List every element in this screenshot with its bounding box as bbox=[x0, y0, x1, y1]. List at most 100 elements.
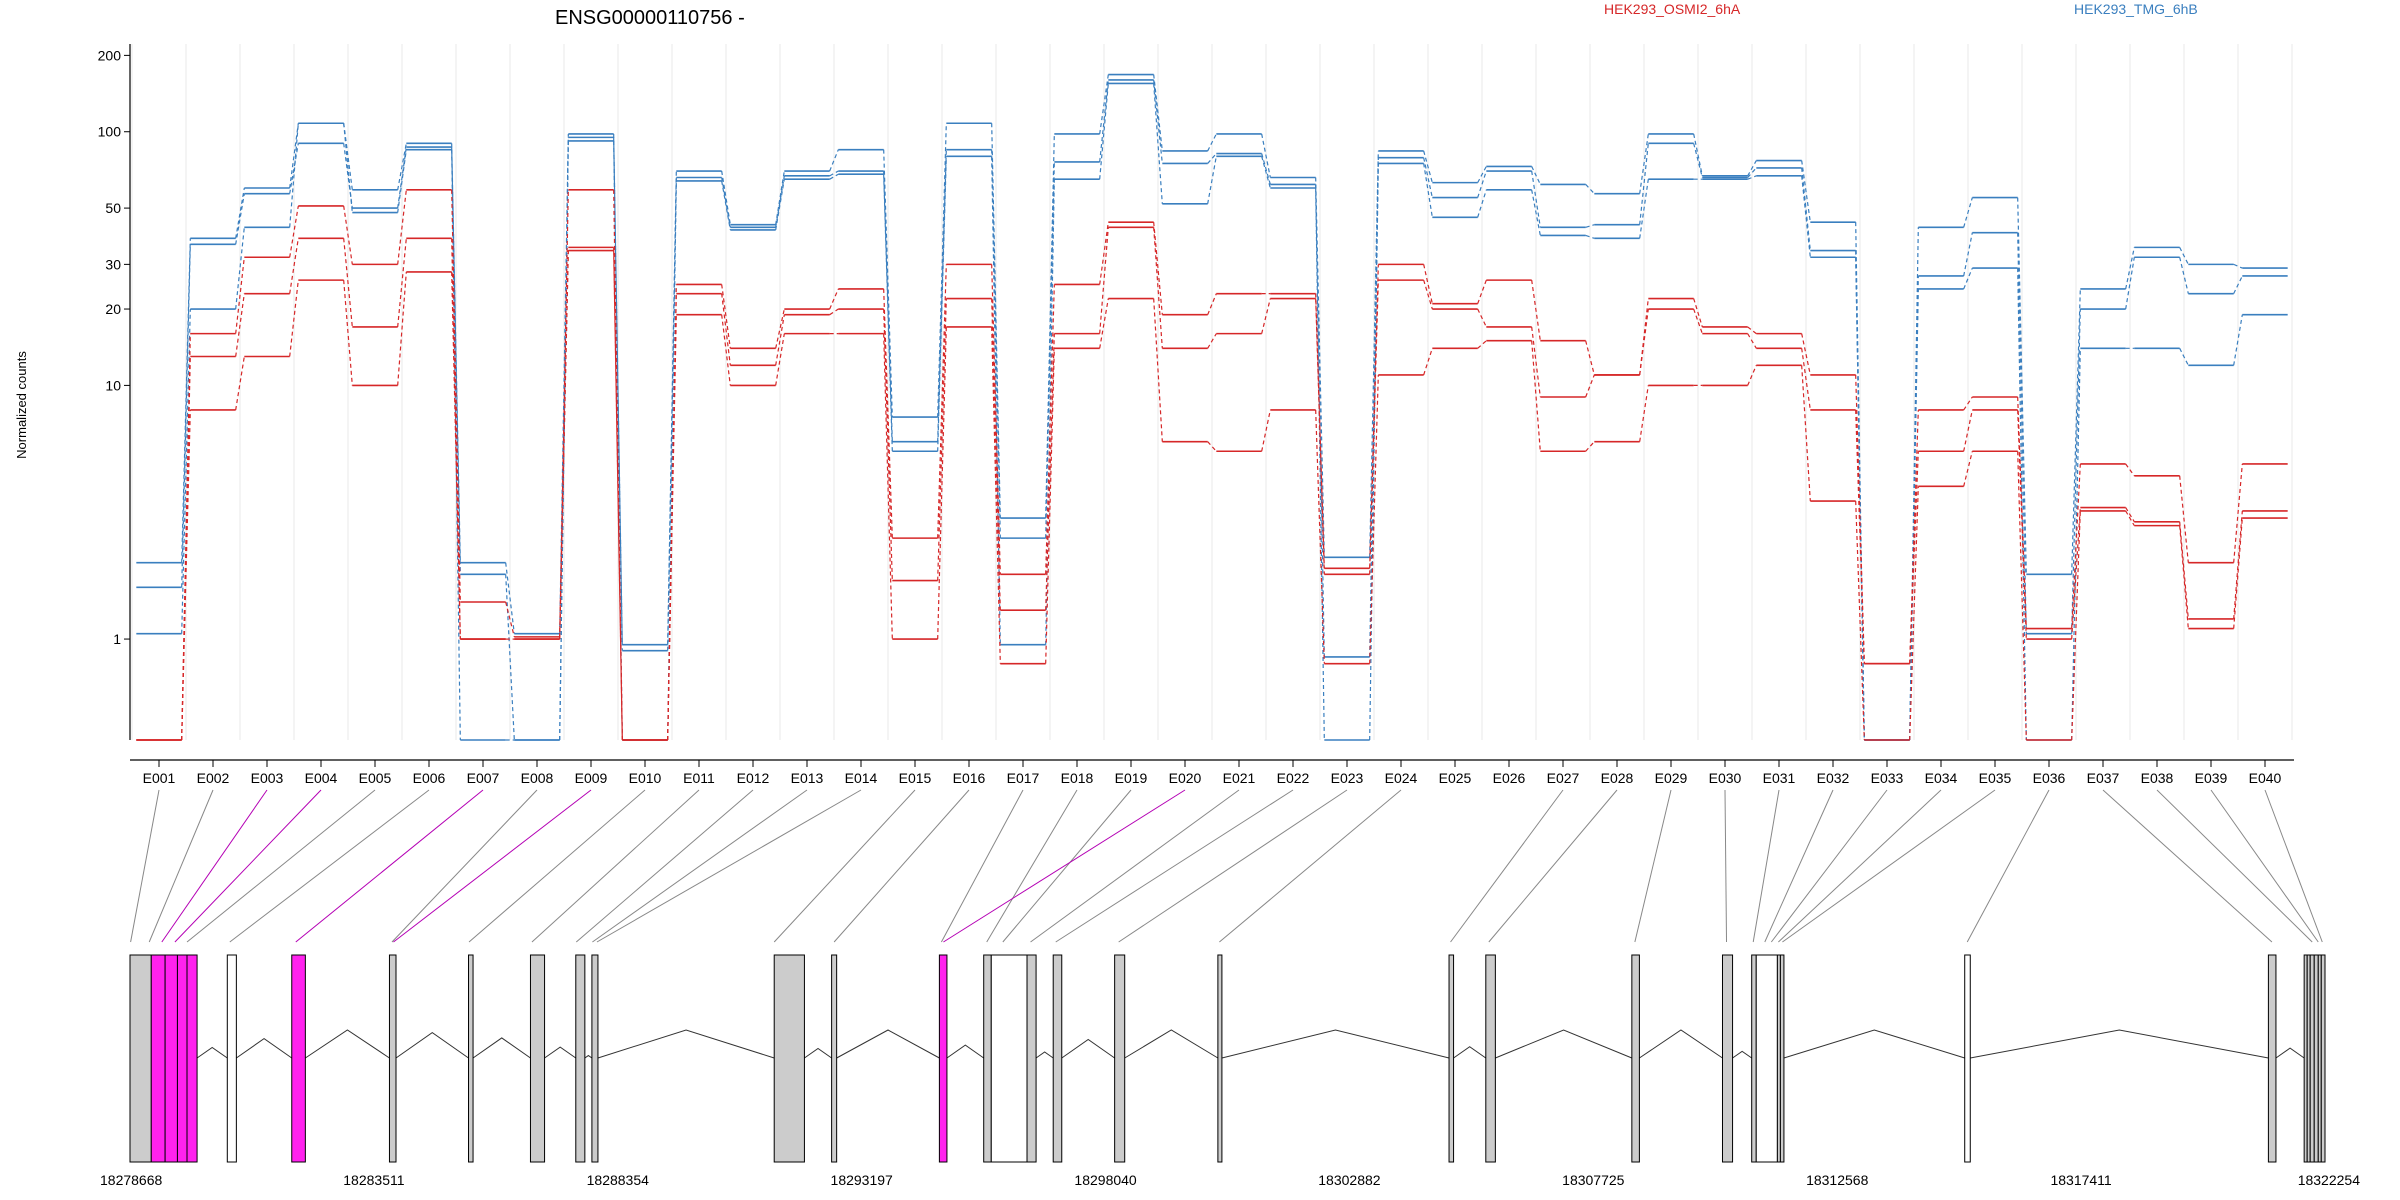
series-step bbox=[451, 189, 461, 603]
exon-connector bbox=[1770, 789, 1888, 943]
series-step bbox=[775, 175, 785, 228]
intron bbox=[804, 1047, 832, 1059]
exon-box bbox=[529, 954, 546, 1163]
x-tick-label: E039 bbox=[2195, 770, 2228, 786]
series-step bbox=[1423, 348, 1433, 376]
axes: 1 10 20 30 50 100 200 E001 E002 E003 E004 E005 E006 E… bbox=[98, 44, 2294, 786]
series-step bbox=[1207, 441, 1217, 452]
x-tick-label: E020 bbox=[1169, 770, 1202, 786]
series-step bbox=[1153, 298, 1163, 442]
series-step bbox=[1315, 293, 1325, 569]
intron bbox=[1639, 1029, 1723, 1059]
exon-connector bbox=[1055, 789, 1294, 943]
x-tick-label: E015 bbox=[899, 770, 932, 786]
genome-coordinate: 18298040 bbox=[1074, 1172, 1137, 1188]
exon-connector bbox=[596, 789, 862, 943]
y-tick-label: 10 bbox=[105, 377, 121, 393]
series-step bbox=[2125, 247, 2135, 290]
series-step bbox=[1369, 280, 1379, 575]
intron bbox=[1453, 1046, 1487, 1059]
series-step bbox=[721, 293, 731, 366]
series-step bbox=[991, 264, 1001, 575]
series-step bbox=[343, 143, 353, 209]
x-tick-label: E009 bbox=[575, 770, 608, 786]
series-step bbox=[1315, 298, 1325, 575]
x-tick-label: E038 bbox=[2141, 770, 2174, 786]
y-tick-label: 200 bbox=[98, 47, 122, 63]
exon-box bbox=[575, 954, 586, 1163]
exon-box bbox=[1114, 954, 1126, 1163]
x-tick-label: E026 bbox=[1493, 770, 1526, 786]
x-tick-label: E029 bbox=[1655, 770, 1688, 786]
x-tick-label: E023 bbox=[1331, 770, 1364, 786]
x-tick-label: E037 bbox=[2087, 770, 2120, 786]
series-step bbox=[343, 205, 353, 265]
series-step bbox=[829, 149, 839, 172]
genome-coordinate: 18278668 bbox=[100, 1172, 163, 1188]
exon-box bbox=[164, 954, 178, 1163]
series-step bbox=[1909, 451, 1919, 664]
series-step bbox=[2233, 263, 2243, 269]
series-step bbox=[721, 180, 731, 231]
series-step bbox=[2179, 525, 2189, 629]
exon-connector bbox=[986, 789, 1078, 943]
intron bbox=[2275, 1047, 2305, 1059]
series-step bbox=[1909, 486, 1919, 741]
series-step bbox=[1639, 179, 1649, 239]
intron bbox=[1221, 1029, 1450, 1059]
exon-box bbox=[2309, 954, 2315, 1163]
series-step bbox=[1261, 298, 1271, 334]
intron bbox=[196, 1046, 228, 1059]
series-step bbox=[613, 247, 623, 741]
exon-connector bbox=[531, 789, 700, 943]
exon-box bbox=[1631, 954, 1640, 1163]
series-step bbox=[2179, 521, 2189, 620]
genome-coordinate: 18302882 bbox=[1318, 1172, 1381, 1188]
series-step bbox=[1693, 308, 1703, 334]
series-step bbox=[2071, 348, 2081, 741]
exon-connector bbox=[1724, 789, 1728, 943]
y-tick-label: 100 bbox=[98, 124, 122, 140]
intron bbox=[597, 1029, 775, 1059]
series-step bbox=[343, 123, 353, 213]
series-step bbox=[829, 288, 839, 310]
intron bbox=[395, 1032, 469, 1059]
series-step bbox=[991, 326, 1001, 664]
exon-connector bbox=[229, 789, 430, 943]
genome-coordinate: 18293197 bbox=[831, 1172, 894, 1188]
exon-box bbox=[1052, 954, 1063, 1163]
exon-box bbox=[2313, 954, 2319, 1163]
series-step bbox=[883, 309, 893, 581]
x-tick-label: E017 bbox=[1007, 770, 1040, 786]
series-step bbox=[1963, 267, 1973, 290]
exon-box bbox=[1485, 954, 1496, 1163]
exon-connector bbox=[1752, 789, 1780, 943]
exon-connector bbox=[1002, 789, 1132, 943]
series-step bbox=[2017, 409, 2027, 640]
series-step bbox=[1315, 184, 1325, 657]
series-step bbox=[1531, 280, 1541, 341]
exon-connector bbox=[2102, 789, 2273, 943]
series-step bbox=[1369, 163, 1379, 741]
series-step bbox=[1477, 308, 1487, 328]
exon-connector bbox=[148, 789, 214, 943]
exon-connector bbox=[174, 789, 322, 943]
y-tick-label: 1 bbox=[113, 631, 121, 647]
series-step bbox=[181, 409, 191, 741]
gridlines bbox=[131, 44, 2293, 740]
series-step bbox=[289, 123, 299, 228]
series-step bbox=[1747, 365, 1757, 386]
exon-connector bbox=[1488, 789, 1618, 943]
exon-connector bbox=[1219, 789, 1402, 943]
exon-connector bbox=[943, 789, 1186, 943]
exon-connector bbox=[1450, 789, 1564, 943]
series-step bbox=[2017, 396, 2027, 629]
intron bbox=[836, 1029, 940, 1059]
series-step bbox=[1099, 227, 1109, 334]
series-step bbox=[1207, 333, 1217, 349]
series-step bbox=[1801, 348, 1811, 411]
intron bbox=[1124, 1029, 1219, 1059]
series-step bbox=[2179, 348, 2189, 366]
series-step bbox=[883, 171, 893, 442]
series-step bbox=[613, 250, 623, 741]
